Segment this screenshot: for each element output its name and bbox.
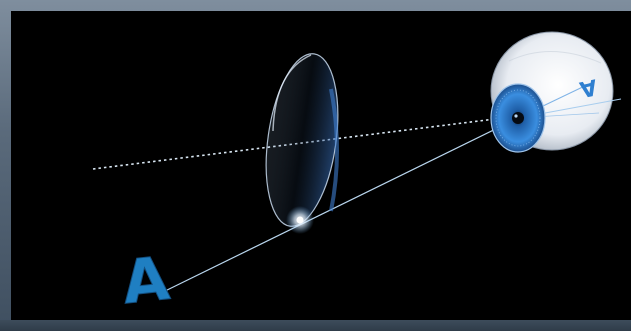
eye [490, 31, 622, 153]
diagram-canvas: A A [11, 11, 631, 320]
object-letter: A [119, 244, 173, 319]
lens [265, 53, 339, 227]
optics-diagram: A A [92, 31, 622, 319]
image-letter: A [577, 73, 599, 101]
light-ray [158, 118, 517, 295]
bottom-border [0, 320, 631, 331]
pupil [512, 112, 524, 124]
